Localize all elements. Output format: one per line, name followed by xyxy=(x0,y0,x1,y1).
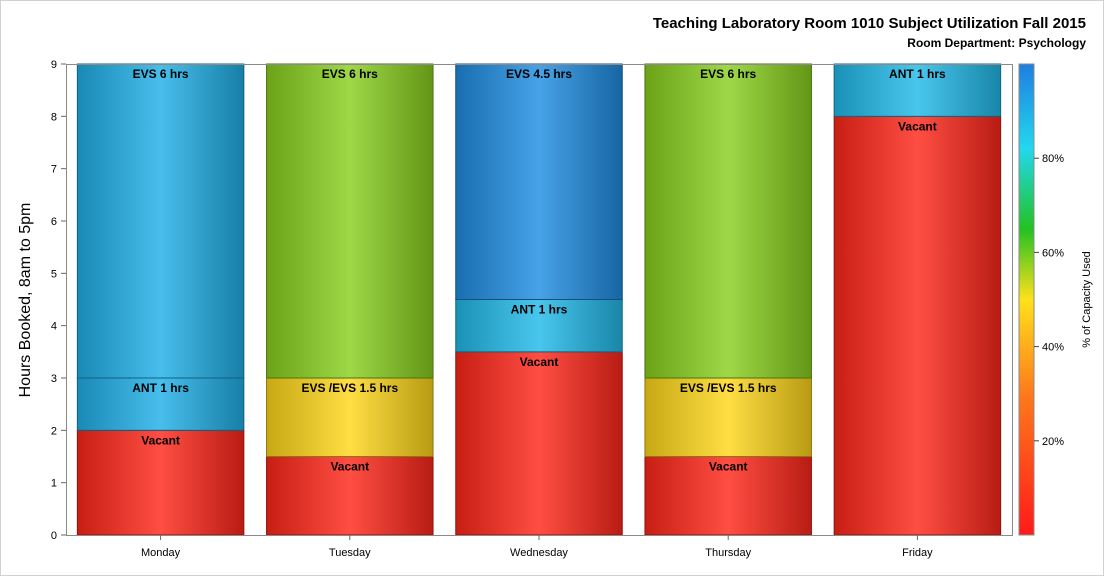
y-tick-label: 6 xyxy=(51,216,57,228)
y-axis: 0 1 2 3 4 5 6 7 8 9 xyxy=(51,59,66,542)
segment-label: ANT 1 hrs xyxy=(511,303,568,317)
x-tick-label: Wednesday xyxy=(510,547,568,559)
y-tick-label: 0 xyxy=(51,530,57,542)
bar-segment xyxy=(644,377,812,457)
segment-label: ANT 1 hrs xyxy=(132,381,189,395)
y-tick-label: 3 xyxy=(51,373,57,385)
y-tick-label: 2 xyxy=(51,425,57,437)
bars-group: Vacant ANT 1 hrs EVS 6 hrs Vacant EVS /EVS 1… xyxy=(76,63,1002,536)
x-tick-label: Tuesday xyxy=(329,547,371,559)
segment-label: ANT 1 hrs xyxy=(889,67,946,81)
segment-label: EVS 6 hrs xyxy=(133,67,189,81)
y-tick-label: 4 xyxy=(51,321,57,333)
colorbar-tick-label: 80% xyxy=(1042,153,1064,165)
y-tick-label: 5 xyxy=(51,268,57,280)
y-tick-label: 1 xyxy=(51,478,57,490)
colorbar-tick-label: 20% xyxy=(1042,436,1064,448)
y-tick-label: 8 xyxy=(51,111,57,123)
chart-title: Teaching Laboratory Room 1010 Subject Ut… xyxy=(653,15,1086,32)
bar-segment xyxy=(266,456,434,536)
segment-label: Vacant xyxy=(520,355,559,369)
x-axis: Monday Tuesday Wednesday Thursday Friday xyxy=(141,535,933,559)
bar-segment xyxy=(76,429,245,536)
segment-label: EVS /EVS 1.5 hrs xyxy=(680,381,777,395)
y-axis-label: Hours Booked, 8am to 5pm xyxy=(17,203,34,398)
chart-subtitle: Room Department: Psychology xyxy=(907,36,1086,50)
colorbar-tick-label: 60% xyxy=(1042,247,1064,259)
bar-segment xyxy=(455,351,623,536)
bar-segment xyxy=(266,63,434,379)
y-tick-label: 9 xyxy=(51,59,57,71)
x-tick-label: Thursday xyxy=(705,547,751,559)
bar-segment xyxy=(455,299,623,353)
bar-segment xyxy=(266,377,434,457)
segment-label: EVS /EVS 1.5 hrs xyxy=(301,381,398,395)
colorbar-label: % of Capacity Used xyxy=(1081,251,1093,348)
bar-segment xyxy=(833,115,1002,536)
segment-label: EVS 6 hrs xyxy=(322,67,378,81)
colorbar-gradient xyxy=(1018,63,1035,536)
segment-label: Vacant xyxy=(709,460,748,474)
segment-label: EVS 6 hrs xyxy=(700,67,756,81)
colorbar: 20% 40% 60% 80% % of Capacity Used xyxy=(1018,63,1093,536)
bar-segment xyxy=(76,63,245,379)
colorbar-tick-label: 40% xyxy=(1042,342,1064,354)
segment-label: EVS 4.5 hrs xyxy=(506,67,572,81)
segment-label: Vacant xyxy=(330,460,369,474)
bar-segment xyxy=(455,63,623,300)
y-tick-label: 7 xyxy=(51,164,57,176)
segment-label: Vacant xyxy=(898,119,937,133)
x-tick-label: Friday xyxy=(902,547,933,559)
bar-segment xyxy=(833,63,1002,117)
bar-segment xyxy=(644,63,812,379)
segment-label: Vacant xyxy=(141,433,180,447)
x-tick-label: Monday xyxy=(141,547,181,559)
